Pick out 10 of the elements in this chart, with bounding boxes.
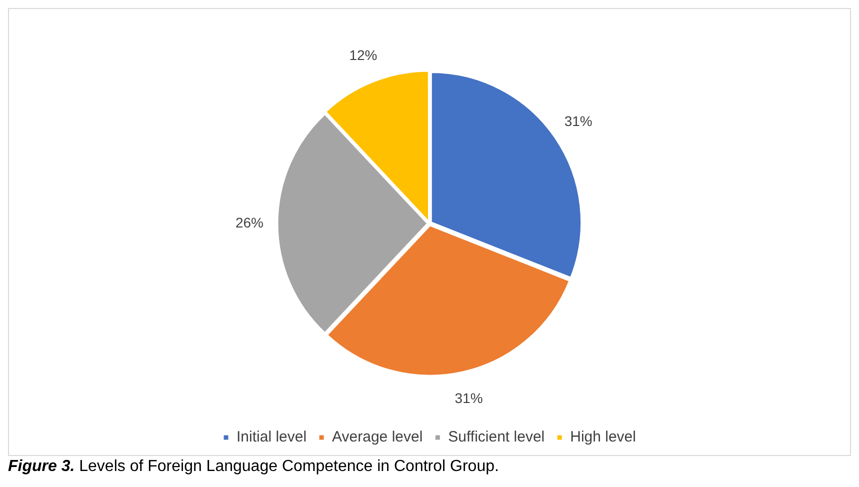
text: Levels of Foreign Language Competence in Control Group.	[79, 458, 499, 475]
legend-label: Sufficient level	[448, 428, 545, 446]
legend-label: Initial level	[236, 428, 307, 446]
legend-label: High level	[570, 428, 636, 446]
legend-label: Average level	[332, 428, 423, 446]
data-label: 31%	[564, 113, 592, 130]
data-label: 26%	[235, 214, 264, 230]
data-label: 12%	[349, 47, 378, 63]
caption: Figure 3.	[8, 458, 76, 475]
data-label: 31%	[454, 390, 483, 406]
